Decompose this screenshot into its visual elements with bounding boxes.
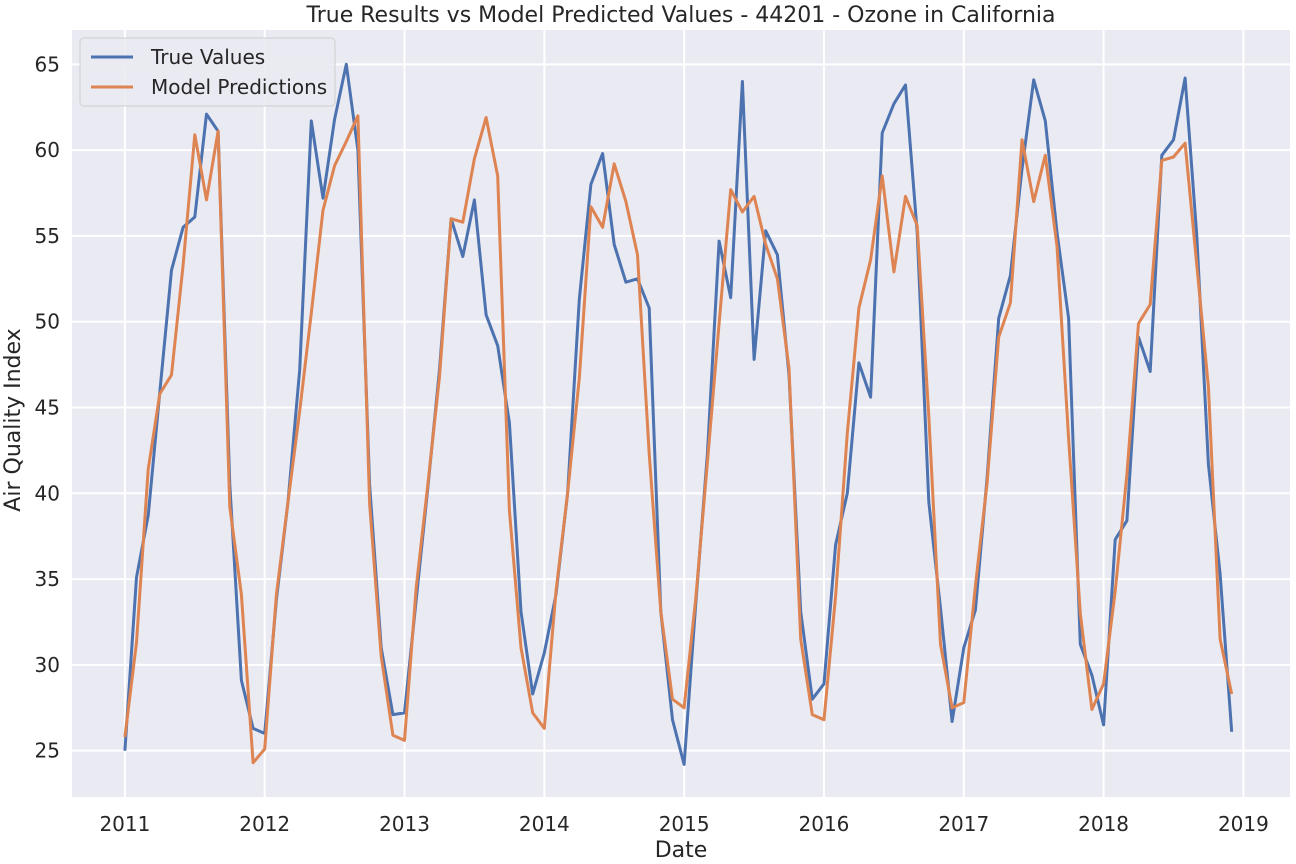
x-tick-label: 2012 [239, 812, 290, 836]
y-tick-label: 45 [35, 395, 60, 419]
x-tick-label: 2011 [99, 812, 150, 836]
tick-labels: 2011 2012 2013 2014 2015 2016 2017 2018 2019 25 30… [35, 52, 1269, 836]
x-tick-label: 2019 [1218, 812, 1269, 836]
y-axis-label: Air Quality Index [1, 328, 26, 511]
x-tick-label: 2013 [379, 812, 430, 836]
chart-title: True Results vs Model Predicted Values -… [306, 3, 1056, 28]
x-tick-label: 2017 [938, 812, 989, 836]
y-tick-label: 65 [35, 52, 60, 76]
x-tick-label: 2014 [519, 812, 570, 836]
legend: True Values Model Predictions [79, 37, 336, 107]
y-tick-label: 35 [35, 567, 60, 591]
series-line-true-values [123, 62, 1234, 766]
series-layer [123, 62, 1234, 766]
y-tick-label: 60 [35, 138, 60, 162]
x-axis-label: Date [655, 838, 708, 863]
legend-label-model-predictions: Model Predictions [151, 75, 327, 99]
y-tick-label: 55 [35, 224, 60, 248]
y-tick-label: 30 [35, 653, 60, 677]
x-tick-label: 2016 [799, 812, 850, 836]
y-tick-label: 40 [35, 481, 60, 505]
x-tick-label: 2018 [1078, 812, 1129, 836]
y-tick-label: 50 [35, 310, 60, 334]
legend-box [79, 37, 336, 107]
x-tick-label: 2015 [659, 812, 710, 836]
series-line-model-predictions [123, 114, 1234, 765]
y-tick-label: 25 [35, 739, 60, 763]
legend-label-true-values: True Values [150, 45, 265, 69]
